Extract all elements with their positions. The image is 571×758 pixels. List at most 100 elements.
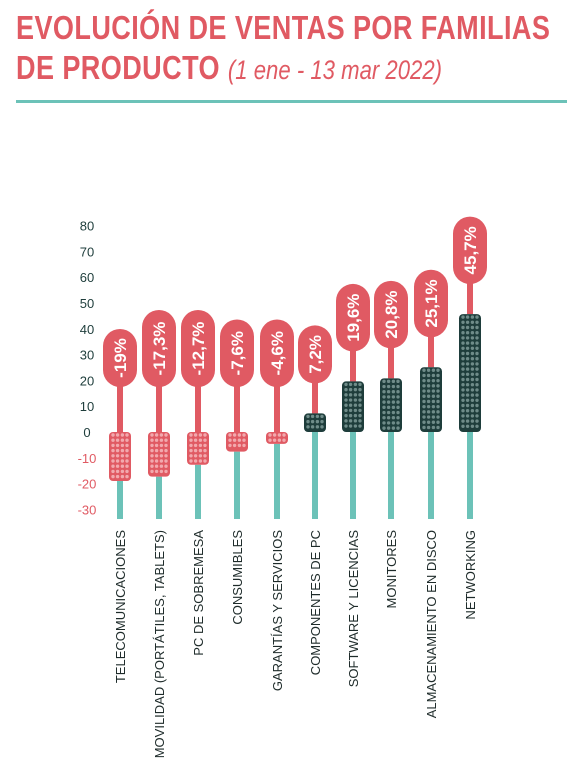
bar-dot [470,362,475,366]
bar-dot [461,403,465,408]
bar-dot [470,325,475,330]
bar-dot [320,425,324,429]
bar-dot [111,474,115,479]
bar-dot [461,351,465,356]
bar-dot [198,443,203,448]
bar-dot [386,395,391,399]
bar-dot [475,388,479,392]
bar-dot [465,367,470,371]
bar-dot [465,325,470,330]
value-pill [181,310,215,387]
bar-dot [164,469,168,474]
bar-dot [315,419,320,424]
bar-dot [306,425,310,429]
bar-dot [396,410,400,415]
bar-dots [228,433,246,448]
bar-dot [159,459,164,463]
y-tick-label: -10 [78,451,97,466]
bar-group: 25,1% [414,269,448,519]
bar-dot [431,384,436,388]
bar-group: -4,6% [260,319,294,519]
bar-dot [353,393,358,397]
bar-dot [353,413,358,418]
bar-dot [189,454,193,458]
bar-dot [150,459,154,463]
bar-dot [282,438,286,442]
bar-dot [475,330,479,335]
bar-dot [461,424,465,428]
bar-dot [396,421,400,425]
bar-dot [358,424,362,428]
bar-dot [120,474,125,479]
bar-dot [164,438,168,442]
bar-dot [159,433,164,437]
bar-dot [426,410,431,414]
bar-dot [115,433,120,437]
bar-dot [465,382,470,387]
bar-dot [422,404,426,409]
bar-group: 20,8% [374,280,408,519]
bar-dot [475,367,479,371]
bar-dot [120,454,125,458]
bar-dot [426,368,431,372]
bar-group: 45,7% [453,216,487,519]
category-label: MOVILIDAD (PORTÁTILES, TABLETS) [152,530,167,758]
bar-dot [431,368,436,372]
bar-dot [475,408,479,413]
bar-dot [475,325,479,330]
bar-dot [154,454,159,458]
bar-dot [111,448,115,453]
bar-dot [475,424,479,428]
bar-dot [358,403,362,407]
bar-dot [193,454,198,458]
bar-dot [120,443,125,448]
bar-dot [431,410,436,414]
bar-dot [353,408,358,413]
bar-dot [426,384,431,388]
bar-dot [422,425,426,430]
bar-dot [150,433,154,437]
chart-subtitle: (1 ene - 13 mar 2022) [227,55,443,85]
bar-dot [189,443,193,448]
bar-dot [272,433,277,437]
bar-dot [115,448,120,453]
bar-dot [396,426,400,430]
bar-dot [203,433,207,437]
bar-dot [431,394,436,398]
bar-dot [465,336,470,340]
bar-dot [310,419,315,424]
value-label: -17,3% [150,322,169,376]
bar-dot [422,420,426,424]
bar-dot [475,362,479,366]
bar-dot [426,415,431,419]
bar-dot [382,379,386,384]
bar-dot [426,420,431,424]
value-label: 45,7% [461,226,480,274]
bar-dot [111,438,115,442]
y-tick-label: 60 [80,270,94,285]
bar-dot [470,408,475,413]
bar-dot [353,403,358,407]
bar-dot [475,372,479,376]
bar-dot [120,459,125,463]
bar-dot [348,387,353,392]
bar-dot [382,416,386,420]
bar-dot [436,415,440,419]
bar-dot [422,394,426,398]
bar-dot [465,393,470,397]
bar-dot [154,448,159,453]
bar-dot [465,351,470,356]
bar-group: -12,7% [181,310,215,519]
bar-dot [422,373,426,378]
bar-dot [154,469,159,474]
bar-dot [268,433,272,437]
bar-dot [242,438,246,442]
bar-dot [120,469,125,474]
bar-dot [391,410,396,415]
category-label: ALMACENAMIENTO EN DISCO [424,530,439,718]
bar-dot [344,419,348,423]
bar-dot [115,464,120,468]
bar-dot [164,459,168,463]
bar-dot [422,399,426,404]
bar-dot [348,413,353,418]
